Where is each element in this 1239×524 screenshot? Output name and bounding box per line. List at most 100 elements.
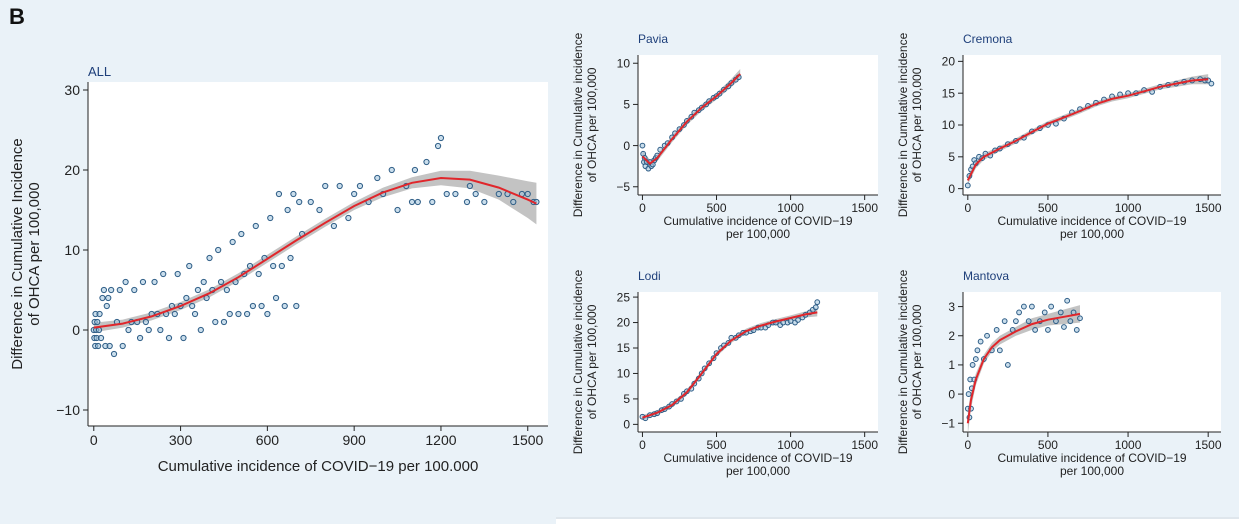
x-tick-label: 0: [964, 438, 971, 452]
fit-line: [641, 73, 741, 166]
data-point: [122, 278, 129, 286]
plot-area: [638, 55, 878, 195]
data-point: [215, 246, 222, 254]
data-point: [217, 278, 225, 286]
data-point: [388, 166, 395, 174]
x-tick-label: 1500: [1195, 438, 1222, 452]
data-point: [249, 302, 257, 310]
data-point: [267, 214, 274, 222]
x-tick-label: 0: [639, 438, 646, 452]
data-point: [466, 182, 473, 190]
plot-area: [88, 82, 548, 426]
data-point: [106, 342, 113, 350]
data-point: [165, 334, 173, 342]
chart-pavia: Pavia 0 500 1000 1500 −5 0 5 10 Cumulative incide…: [571, 32, 878, 241]
x-axis-label: per 100,000: [726, 464, 790, 478]
x-tick-label: 1500: [851, 438, 878, 452]
x-tick-label: 1500: [512, 432, 543, 448]
data-point: [423, 158, 430, 166]
data-point: [394, 206, 401, 214]
data-point: [414, 198, 421, 206]
data-point: [212, 318, 219, 326]
data-point: [1016, 309, 1022, 316]
chart-title: Pavia: [638, 32, 668, 46]
y-tick-label: 5: [948, 150, 955, 164]
y-tick-label: 0: [948, 387, 955, 401]
data-point: [99, 294, 106, 302]
data-point: [235, 310, 242, 318]
x-axis-label: Cumulative incidence of COVID−19: [997, 451, 1186, 465]
data-point: [296, 198, 303, 206]
data-point: [142, 318, 149, 326]
data-point: [116, 286, 123, 294]
data-point: [524, 190, 531, 198]
data-point: [272, 294, 280, 302]
data-point: [160, 270, 167, 278]
data-point: [293, 302, 300, 310]
data-point: [264, 310, 271, 318]
data-point: [255, 270, 262, 278]
data-point: [186, 262, 193, 270]
x-tick-label: 500: [1038, 201, 1058, 215]
data-point: [139, 278, 147, 286]
data-point: [220, 318, 228, 326]
x-tick-label: 0: [90, 432, 98, 448]
y-tick-label: 20: [617, 316, 631, 330]
data-point: [1012, 318, 1019, 325]
data-point: [103, 302, 110, 310]
y-tick-label: −5: [616, 180, 630, 194]
fit-line: [966, 78, 1209, 181]
data-point: [281, 302, 288, 310]
y-tick-label: 0: [72, 322, 80, 338]
confidence-band: [967, 74, 1209, 185]
data-point: [229, 238, 236, 246]
data-point: [183, 294, 190, 302]
data-point: [408, 198, 416, 206]
fit-line: [93, 176, 537, 329]
x-tick-label: 1200: [425, 432, 456, 448]
data-point: [330, 222, 338, 230]
y-tick-label: −1: [941, 416, 955, 430]
data-point: [189, 302, 196, 310]
data-point: [969, 362, 976, 368]
x-axis-label: Cumulative incidence of COVID−19 per 100…: [158, 458, 479, 475]
y-tick-label: 3: [948, 300, 955, 314]
x-axis-label: per 100,000: [1060, 464, 1124, 478]
data-point: [996, 347, 1003, 354]
data-point: [1045, 327, 1051, 333]
data-point: [345, 214, 352, 222]
x-axis-label: per 100,000: [726, 227, 790, 241]
data-point: [180, 334, 187, 342]
y-tick-label: 5: [623, 98, 630, 112]
data-point: [246, 262, 254, 270]
data-point: [287, 254, 294, 262]
data-point: [131, 286, 138, 294]
data-point: [1064, 297, 1071, 304]
x-axis-label: Cumulative incidence of COVID−19: [663, 451, 852, 465]
data-point: [105, 294, 112, 302]
data-point: [1208, 80, 1215, 87]
data-point: [136, 334, 144, 342]
fit-line: [966, 312, 1081, 424]
plot-area: [638, 292, 878, 432]
data-point: [278, 262, 285, 270]
y-axis-label: Difference in Cumulative incidence: [571, 269, 585, 454]
data-point: [977, 338, 984, 345]
x-tick-label: 1000: [1115, 201, 1142, 215]
data-point: [244, 310, 251, 318]
y-axis-label: of OHCA per 100,000: [910, 67, 924, 182]
y-tick-label: 30: [64, 82, 80, 98]
x-tick-label: 0: [639, 201, 646, 215]
y-axis-label: of OHCA per 100,000: [585, 304, 599, 419]
data-point: [351, 190, 358, 198]
x-tick-label: 900: [342, 432, 366, 448]
y-tick-label: 20: [942, 55, 956, 69]
data-point: [1004, 362, 1011, 368]
data-point: [472, 190, 479, 198]
chart-title: Lodi: [638, 269, 661, 283]
data-point: [336, 182, 343, 190]
data-point: [110, 350, 118, 358]
data-point: [96, 310, 103, 318]
y-tick-label: 0: [948, 182, 955, 196]
